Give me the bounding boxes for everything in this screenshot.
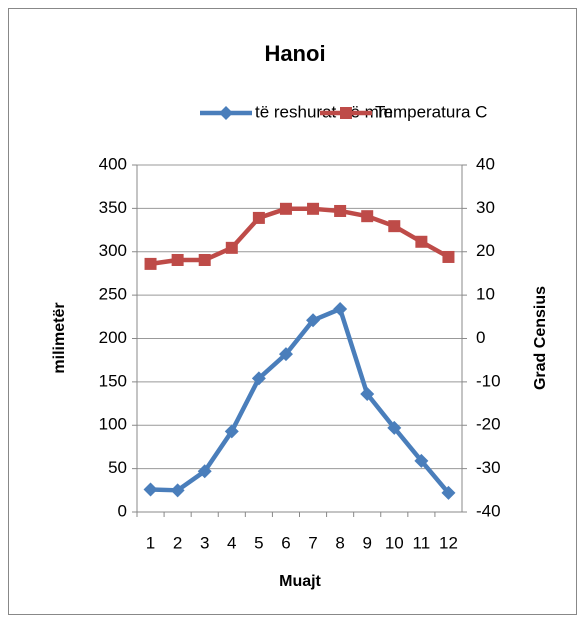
data-point	[415, 235, 428, 248]
x-axis-label: Muajt	[279, 573, 321, 590]
data-point	[197, 464, 212, 479]
data-point	[360, 387, 375, 402]
y-tick-label: 250	[99, 285, 127, 304]
y-tick-label: 400	[99, 154, 127, 173]
data-point	[388, 220, 401, 233]
x-tick-label: 9	[362, 533, 371, 552]
y2-tick-label: -30	[476, 458, 501, 477]
y-tick-label: 0	[118, 501, 127, 520]
y-tick-label: 150	[99, 371, 127, 390]
data-point	[252, 211, 265, 224]
x-tick-label: 8	[335, 533, 344, 552]
legend-label: Temperatura C	[375, 102, 487, 121]
y2-tick-label: 20	[476, 241, 495, 260]
y-tick-label: 200	[99, 328, 127, 347]
x-tick-label: 5	[254, 533, 263, 552]
y2-tick-label: 30	[476, 198, 495, 217]
data-point	[251, 371, 266, 386]
chart-title: Hanoi	[264, 41, 325, 66]
x-tick-label: 2	[173, 533, 182, 552]
x-tick-label: 6	[281, 533, 290, 552]
y2-tick-label: -10	[476, 371, 501, 390]
y2-tick-label: -40	[476, 501, 501, 520]
series-line	[150, 306, 451, 495]
x-tick-label: 12	[439, 533, 458, 552]
x-tick-label: 1	[146, 533, 155, 552]
x-tick-label: 3	[200, 533, 209, 552]
data-point	[441, 485, 456, 500]
data-point	[387, 420, 402, 435]
y2-tick-label: 10	[476, 285, 495, 304]
y-tick-label: 100	[99, 415, 127, 434]
x-tick-label: 4	[227, 533, 236, 552]
data-point	[171, 253, 184, 266]
data-point	[279, 202, 292, 215]
y2-tick-label: 40	[476, 154, 495, 173]
y2-tick-label: 0	[476, 328, 485, 347]
legend-marker	[340, 107, 352, 119]
data-point	[144, 257, 157, 270]
data-point	[198, 253, 211, 266]
data-point	[334, 204, 347, 217]
data-point	[225, 241, 238, 254]
data-point	[306, 313, 321, 328]
data-point	[361, 210, 374, 223]
data-point	[307, 202, 320, 215]
data-point	[170, 483, 185, 498]
y2-tick-label: -20	[476, 415, 501, 434]
x-tick-label: 7	[308, 533, 317, 552]
data-point	[333, 302, 348, 317]
y-tick-label: 300	[99, 241, 127, 260]
data-point	[414, 453, 429, 468]
chart-frame	[8, 8, 577, 615]
y-tick-label: 50	[108, 458, 127, 477]
y2-axis-label: Grad Censius	[532, 286, 549, 390]
data-point	[143, 482, 158, 497]
x-tick-label: 10	[385, 533, 404, 552]
data-point	[442, 250, 455, 263]
data-point	[224, 424, 239, 439]
y-axis-label: milimetër	[51, 302, 68, 373]
data-point	[278, 347, 293, 362]
x-tick-label: 11	[413, 533, 431, 552]
legend-marker	[219, 106, 233, 120]
y-tick-label: 350	[99, 198, 127, 217]
